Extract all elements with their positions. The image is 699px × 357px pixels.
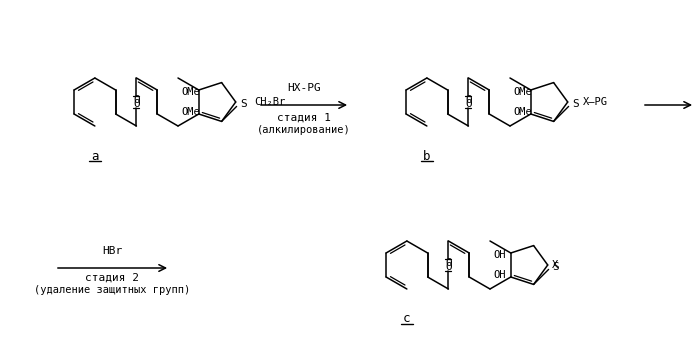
Text: O: O	[445, 262, 452, 272]
Text: HX-PG: HX-PG	[287, 83, 321, 93]
Text: OH: OH	[493, 270, 505, 280]
Text: стадия 2: стадия 2	[85, 273, 139, 283]
Text: O: O	[133, 99, 140, 109]
Text: HBr: HBr	[102, 246, 122, 256]
Text: (алкилирование): (алкилирование)	[257, 125, 351, 135]
Text: O: O	[445, 258, 452, 268]
Text: b: b	[423, 150, 431, 162]
Text: S: S	[553, 262, 559, 272]
Text: a: a	[91, 150, 99, 162]
Text: OMe: OMe	[181, 107, 200, 117]
Text: OMe: OMe	[513, 107, 532, 117]
Text: X—PG: X—PG	[582, 97, 607, 107]
Text: OH: OH	[493, 250, 505, 260]
Text: (удаление защитных групп): (удаление защитных групп)	[34, 285, 190, 295]
Text: S: S	[572, 99, 579, 109]
Text: S: S	[240, 99, 247, 109]
Text: OMe: OMe	[513, 87, 532, 97]
Text: O: O	[465, 99, 472, 109]
Text: O: O	[133, 95, 140, 105]
Text: c: c	[403, 312, 410, 326]
Text: CH₂Br: CH₂Br	[254, 97, 285, 107]
Text: X: X	[552, 260, 559, 270]
Text: OMe: OMe	[181, 87, 200, 97]
Text: O: O	[465, 95, 472, 105]
Text: стадия 1: стадия 1	[277, 113, 331, 123]
